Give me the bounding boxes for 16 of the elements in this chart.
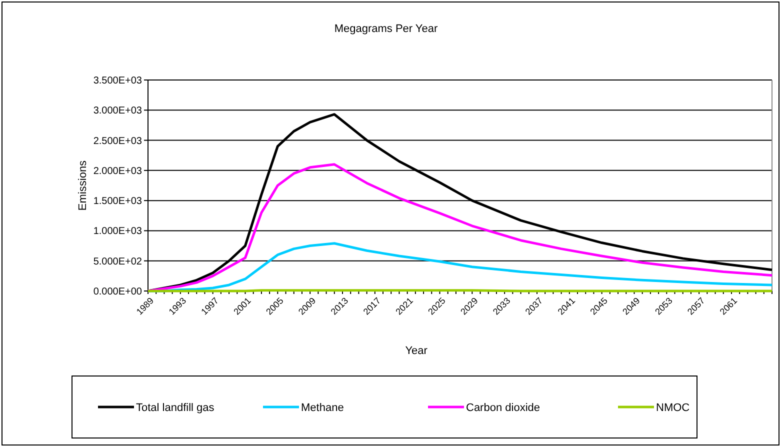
y-tick-label: 2.000E+03	[93, 166, 142, 177]
y-tick-label: 1.000E+03	[93, 226, 142, 238]
chart-title: Megagrams Per Year	[334, 23, 438, 35]
legend-label: Carbon dioxide	[466, 402, 540, 414]
y-axis-title: Emissions	[77, 160, 89, 211]
legend-label: NMOC	[656, 402, 690, 414]
y-tick-label: 5.000E+02	[93, 256, 142, 268]
x-axis-title: Year	[405, 345, 428, 357]
y-tick-label: 3.500E+03	[93, 76, 142, 86]
legend-label: Total landfill gas	[136, 402, 215, 414]
y-tick-label: 3.000E+03	[93, 106, 142, 117]
legend-label: Methane	[301, 402, 344, 414]
y-tick-label: 1.500E+03	[93, 196, 142, 208]
y-tick-label: 0.000E+00	[93, 286, 142, 298]
y-tick-label: 2.500E+03	[93, 136, 142, 147]
line-series	[146, 163, 774, 292]
